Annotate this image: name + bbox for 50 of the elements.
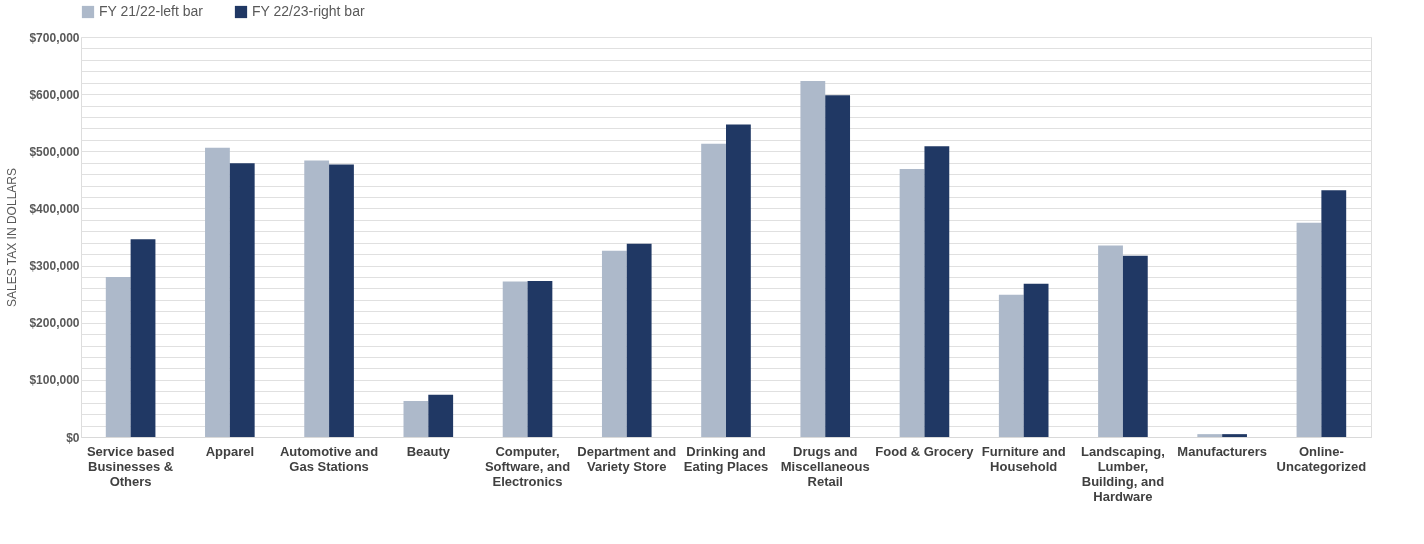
bar [899,169,925,437]
x-tick-label: Apparel [205,443,255,459]
bar [1197,434,1223,437]
x-tick-label: Beauty [406,443,451,459]
x-tick-label: Computer, Software, and Electronics [484,443,571,489]
bar [105,277,131,437]
bar [998,294,1024,437]
bar [1098,245,1123,437]
y-tick-label: $200,000 [29,316,80,331]
bar [1296,222,1322,437]
bar [626,243,652,437]
x-tick-label: Online-Uncategorized [1276,443,1367,474]
bar [403,401,429,437]
bar [601,250,627,437]
bar [130,239,156,437]
y-tick-label: $100,000 [29,373,80,388]
x-tick-label: Automotive and Gas Stations [279,443,379,474]
y-tick-label: $300,000 [29,259,80,274]
y-axis-title: SALES TAX IN DOLLARS [5,168,20,307]
y-tick-label: $600,000 [29,87,80,102]
bar [304,160,330,437]
bar [527,281,553,437]
x-tick-label: Manufacturers [1177,443,1267,459]
bar [1321,190,1347,437]
bar [229,163,255,437]
bar [329,164,354,437]
legend-label: FY 21/22-left bar [99,3,204,19]
bar [701,143,726,437]
bar [1023,283,1049,437]
bar [205,147,230,437]
bar [1122,255,1148,437]
bar [428,394,454,437]
x-tick-label: Furniture and Household [981,443,1066,474]
bar [800,81,826,437]
x-tick-label: Landscaping, Lumber, Building, and Hardware [1081,443,1165,504]
bar [924,146,950,437]
x-tick-label: Drugs and Miscellaneous Retail [780,443,870,489]
bar [726,124,751,437]
x-tick-label: Service based Businesses & Others [86,443,175,489]
legend-label: FY 22/23-right bar [252,3,365,19]
bar [1222,434,1247,437]
bar [825,95,851,437]
x-tick-label: Department and Variety Store [577,443,677,474]
y-tick-label: $500,000 [29,144,80,159]
y-tick-label: $0 [66,430,80,445]
y-tick-label: $400,000 [29,201,80,216]
y-tick-label: $700,000 [29,30,80,45]
x-tick-label: Drinking and Eating Places [683,443,769,474]
bar [502,281,528,437]
x-tick-label: Food & Grocery [875,443,975,459]
